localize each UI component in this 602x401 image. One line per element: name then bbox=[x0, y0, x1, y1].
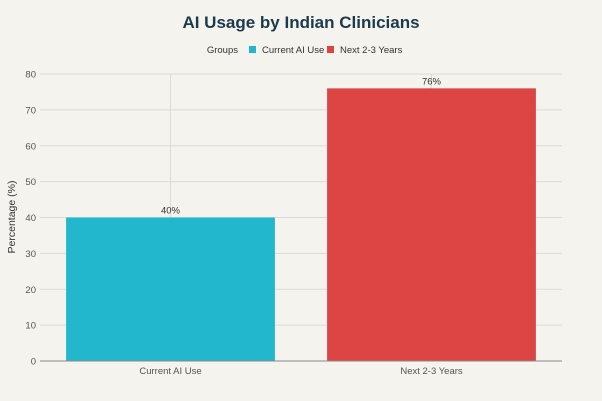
legend: Groups Current AI Use Next 2-3 Years bbox=[207, 45, 403, 56]
x-axis-ticks: Current AI Use Next 2-3 Years bbox=[139, 366, 463, 377]
y-tick-label: 50 bbox=[25, 177, 36, 188]
y-tick-label: 80 bbox=[25, 70, 36, 81]
data-label: 40% bbox=[161, 206, 181, 217]
y-tick-label: 40 bbox=[25, 213, 36, 224]
y-tick-label: 0 bbox=[31, 357, 36, 368]
legend-label-next: Next 2-3 Years bbox=[340, 45, 403, 56]
bar bbox=[327, 88, 536, 361]
legend-swatch-next bbox=[327, 46, 334, 53]
bars bbox=[66, 88, 536, 361]
data-label: 76% bbox=[422, 76, 442, 87]
y-axis-ticks: 0 10 20 30 40 50 60 70 80 bbox=[25, 70, 36, 368]
y-tick-label: 70 bbox=[25, 105, 36, 116]
y-tick-label: 60 bbox=[25, 141, 36, 152]
x-tick-label: Current AI Use bbox=[139, 366, 201, 377]
y-axis-label: Percentage (%) bbox=[6, 181, 18, 254]
chart-title: AI Usage by Indian Clinicians bbox=[182, 13, 419, 32]
y-tick-label: 10 bbox=[25, 321, 36, 332]
y-tick-label: 30 bbox=[25, 249, 36, 260]
y-tick-label: 20 bbox=[25, 285, 36, 296]
data-labels: 40% 76% bbox=[161, 76, 442, 216]
legend-title: Groups bbox=[207, 45, 238, 56]
legend-swatch-current bbox=[249, 46, 256, 53]
legend-label-current: Current AI Use bbox=[262, 45, 324, 56]
bar bbox=[66, 217, 275, 361]
x-tick-label: Next 2-3 Years bbox=[400, 366, 463, 377]
